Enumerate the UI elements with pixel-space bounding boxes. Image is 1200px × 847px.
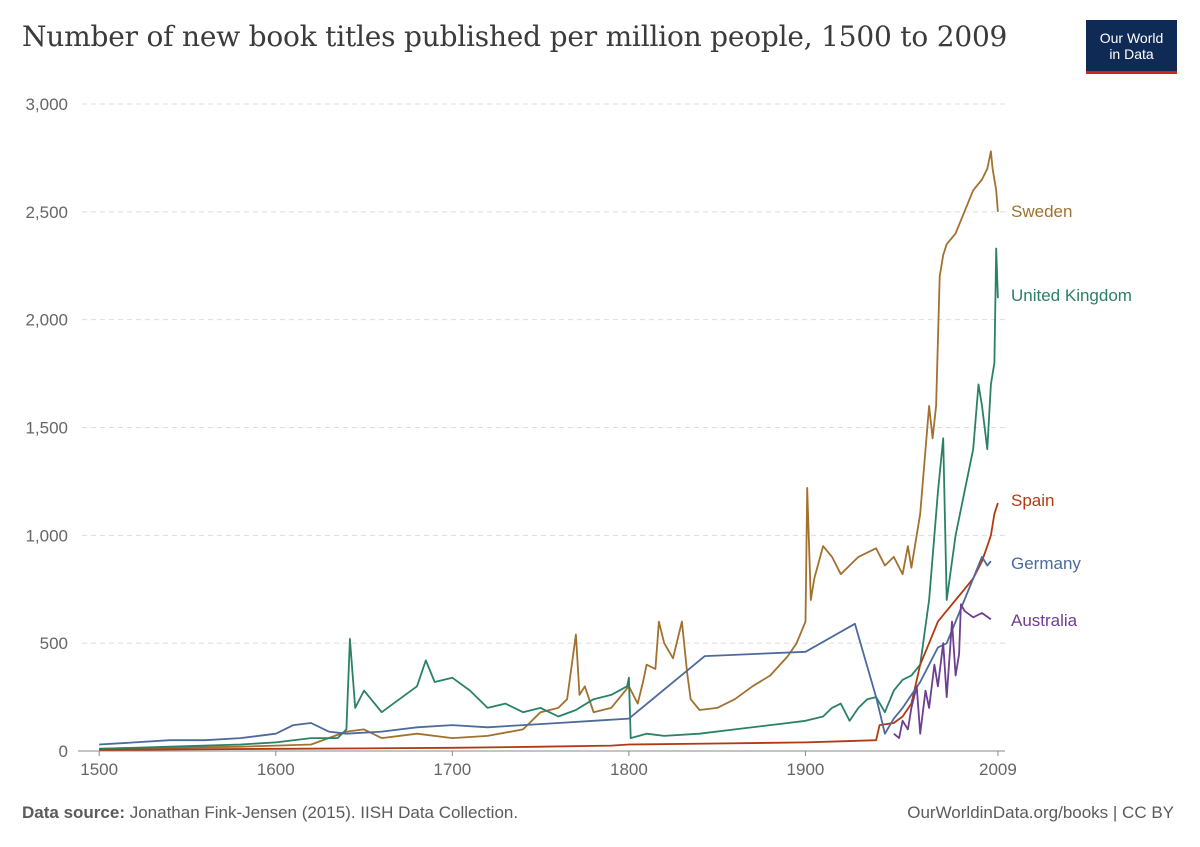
series-label-united-kingdom: United Kingdom (1011, 286, 1132, 305)
series-label-germany: Germany (1011, 554, 1081, 573)
data-source-text: Jonathan Fink-Jensen (2015). IISH Data C… (129, 803, 519, 822)
x-tick-label: 1700 (433, 760, 471, 779)
series-label-australia: Australia (1011, 611, 1078, 630)
chart-title: Number of new book titles published per … (22, 20, 1008, 53)
series-line-sweden (99, 150, 999, 750)
y-tick-label: 0 (59, 742, 68, 761)
series-line-australia (893, 603, 992, 739)
y-tick-label: 2,500 (25, 203, 68, 222)
line-chart: 0 500 1,000 1,500 2,000 2,500 3,000 1500 1600 170… (25, 95, 1132, 779)
series-line-united-kingdom (99, 247, 999, 750)
logo-line-1: Our World (1099, 29, 1164, 46)
series-label-spain: Spain (1011, 491, 1054, 510)
series-label-sweden: Sweden (1011, 202, 1072, 221)
series-line-germany (99, 555, 992, 746)
x-tick-label: 2009 (979, 760, 1017, 779)
y-tick-label: 2,000 (25, 311, 68, 330)
y-tick-label: 3,000 (25, 95, 68, 114)
series-line-spain (99, 502, 999, 751)
x-tick-label: 1600 (257, 760, 295, 779)
x-tick-label: 1900 (787, 760, 825, 779)
owid-logo[interactable]: Our World in Data (1086, 20, 1177, 74)
logo-line-2: in Data (1109, 45, 1154, 62)
y-tick-label: 500 (40, 634, 68, 653)
x-tick-label: 1500 (80, 760, 118, 779)
license-link[interactable]: OurWorldinData.org/books | CC BY (907, 803, 1174, 822)
y-tick-label: 1,000 (25, 526, 68, 545)
data-source-label: Data source: (22, 803, 125, 822)
y-tick-label: 1,500 (25, 419, 68, 438)
x-tick-label: 1800 (610, 760, 648, 779)
data-source: Data source: Jonathan Fink-Jensen (2015)… (22, 803, 518, 823)
